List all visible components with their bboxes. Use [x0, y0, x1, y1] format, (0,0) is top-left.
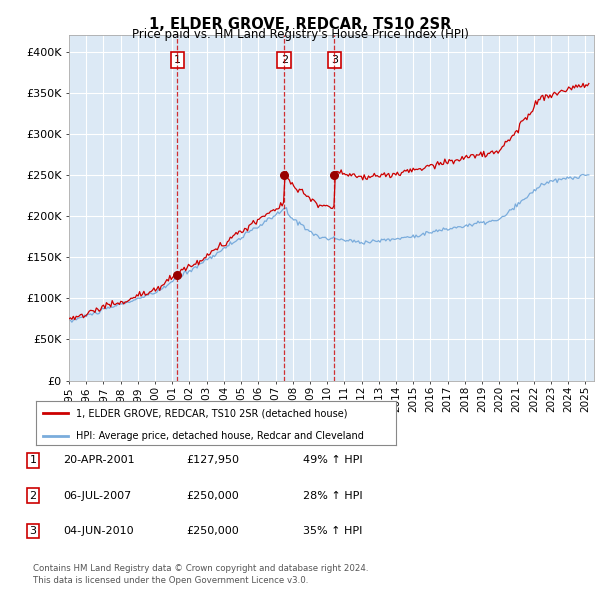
Text: 2: 2 — [281, 55, 288, 65]
Text: 3: 3 — [331, 55, 338, 65]
Text: Contains HM Land Registry data © Crown copyright and database right 2024.: Contains HM Land Registry data © Crown c… — [33, 565, 368, 573]
Text: £127,950: £127,950 — [186, 455, 239, 465]
Text: 06-JUL-2007: 06-JUL-2007 — [63, 491, 131, 500]
Text: 1: 1 — [29, 455, 37, 465]
Text: HPI: Average price, detached house, Redcar and Cleveland: HPI: Average price, detached house, Redc… — [76, 431, 364, 441]
Text: £250,000: £250,000 — [186, 491, 239, 500]
Text: 04-JUN-2010: 04-JUN-2010 — [63, 526, 134, 536]
Text: 1, ELDER GROVE, REDCAR, TS10 2SR: 1, ELDER GROVE, REDCAR, TS10 2SR — [149, 17, 451, 31]
Text: 1: 1 — [174, 55, 181, 65]
Text: 2: 2 — [29, 491, 37, 500]
Text: Price paid vs. HM Land Registry's House Price Index (HPI): Price paid vs. HM Land Registry's House … — [131, 28, 469, 41]
Text: £250,000: £250,000 — [186, 526, 239, 536]
Text: 20-APR-2001: 20-APR-2001 — [63, 455, 134, 465]
Text: 28% ↑ HPI: 28% ↑ HPI — [303, 491, 362, 500]
Text: 1, ELDER GROVE, REDCAR, TS10 2SR (detached house): 1, ELDER GROVE, REDCAR, TS10 2SR (detach… — [76, 408, 347, 418]
Text: This data is licensed under the Open Government Licence v3.0.: This data is licensed under the Open Gov… — [33, 576, 308, 585]
Text: 35% ↑ HPI: 35% ↑ HPI — [303, 526, 362, 536]
Text: 49% ↑ HPI: 49% ↑ HPI — [303, 455, 362, 465]
Text: 3: 3 — [29, 526, 37, 536]
